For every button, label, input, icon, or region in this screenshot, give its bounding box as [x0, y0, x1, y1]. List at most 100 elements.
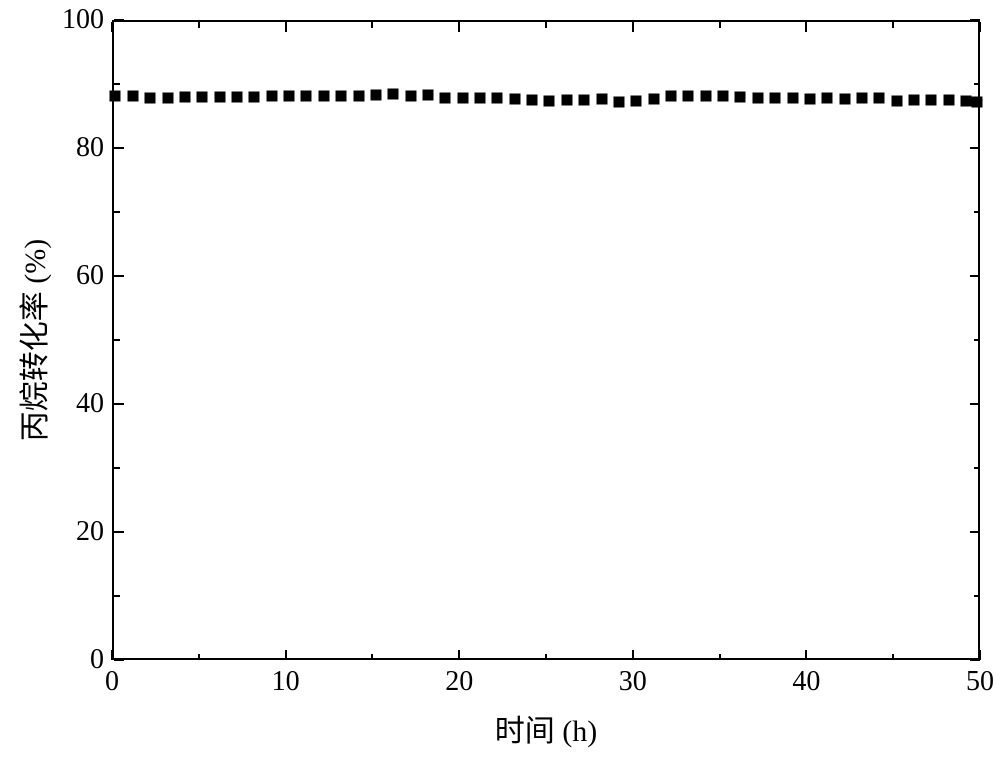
x-major-tick [285, 650, 287, 660]
y-tick-label: 40 [76, 388, 104, 420]
x-major-tick-top [111, 22, 113, 32]
data-point [735, 91, 746, 102]
data-point [839, 94, 850, 105]
data-point [457, 93, 468, 104]
y-tick-label: 0 [90, 644, 104, 676]
data-point [475, 93, 486, 104]
x-tick-label: 40 [792, 666, 820, 698]
data-point [926, 95, 937, 106]
data-point [804, 94, 815, 105]
data-point [613, 96, 624, 107]
y-tick-label: 100 [62, 4, 104, 36]
data-point [752, 93, 763, 104]
x-minor-tick [892, 654, 894, 660]
x-tick-label: 30 [619, 666, 647, 698]
data-point [353, 90, 364, 101]
y-axis-label: 丙烷转化率 (%) [10, 239, 54, 441]
data-point [527, 95, 538, 106]
y-major-tick [114, 275, 124, 277]
x-minor-tick-top [198, 22, 200, 28]
y-tick-label: 80 [76, 132, 104, 164]
x-minor-tick-top [371, 22, 373, 28]
x-minor-tick-top [545, 22, 547, 28]
y-minor-tick [114, 595, 120, 597]
x-major-tick-top [805, 22, 807, 32]
data-point [787, 93, 798, 104]
data-point [422, 89, 433, 100]
x-major-tick [111, 650, 113, 660]
data-point [318, 90, 329, 101]
y-major-tick [114, 19, 124, 21]
x-major-tick-top [632, 22, 634, 32]
y-minor-tick [114, 211, 120, 213]
data-point [266, 90, 277, 101]
data-point [231, 91, 242, 102]
y-major-tick-right [970, 147, 980, 149]
data-point [891, 95, 902, 106]
y-major-tick-right [970, 275, 980, 277]
data-point [440, 93, 451, 104]
x-major-tick-top [979, 22, 981, 32]
x-tick-label: 50 [966, 666, 994, 698]
x-major-tick [805, 650, 807, 660]
data-point [405, 90, 416, 101]
data-point [822, 93, 833, 104]
data-point [700, 90, 711, 101]
data-point [596, 93, 607, 104]
y-tick-label: 60 [76, 260, 104, 292]
data-point [683, 90, 694, 101]
data-point [648, 93, 659, 104]
x-minor-tick [371, 654, 373, 660]
data-point [370, 89, 381, 100]
data-point [544, 95, 555, 106]
y-minor-tick-right [974, 339, 980, 341]
data-point [388, 89, 399, 100]
data-point [971, 96, 982, 107]
data-point [336, 90, 347, 101]
data-point [665, 90, 676, 101]
y-minor-tick-right [974, 211, 980, 213]
y-minor-tick [114, 339, 120, 341]
data-point [145, 93, 156, 104]
x-axis-label: 时间 (h) [495, 706, 597, 750]
x-tick-label: 0 [105, 666, 119, 698]
x-major-tick [632, 650, 634, 660]
data-point [631, 96, 642, 107]
y-major-tick [114, 147, 124, 149]
data-point [943, 95, 954, 106]
y-major-tick-right [970, 19, 980, 21]
data-point [509, 94, 520, 105]
data-point [579, 95, 590, 106]
data-point [301, 90, 312, 101]
x-minor-tick [719, 654, 721, 660]
x-major-tick-top [285, 22, 287, 32]
x-major-tick [458, 650, 460, 660]
x-minor-tick-top [719, 22, 721, 28]
y-major-tick [114, 659, 124, 661]
y-major-tick-right [970, 659, 980, 661]
data-point [856, 93, 867, 104]
data-point [249, 91, 260, 102]
x-major-tick-top [458, 22, 460, 32]
data-point [492, 93, 503, 104]
y-major-tick [114, 403, 124, 405]
data-point [214, 92, 225, 103]
y-tick-label: 20 [76, 516, 104, 548]
y-minor-tick [114, 83, 120, 85]
data-point [874, 93, 885, 104]
chart-container: 01020304050 020406080100 时间 (h) 丙烷转化率 (%… [0, 0, 1000, 759]
y-major-tick-right [970, 403, 980, 405]
data-point [179, 92, 190, 103]
plot-area [112, 20, 980, 660]
x-minor-tick [198, 654, 200, 660]
x-minor-tick [545, 654, 547, 660]
data-point [110, 90, 121, 101]
x-tick-label: 20 [445, 666, 473, 698]
y-major-tick [114, 531, 124, 533]
y-major-tick-right [970, 531, 980, 533]
data-point [162, 93, 173, 104]
data-point [718, 90, 729, 101]
data-point [197, 92, 208, 103]
y-minor-tick [114, 467, 120, 469]
data-point [127, 90, 138, 101]
